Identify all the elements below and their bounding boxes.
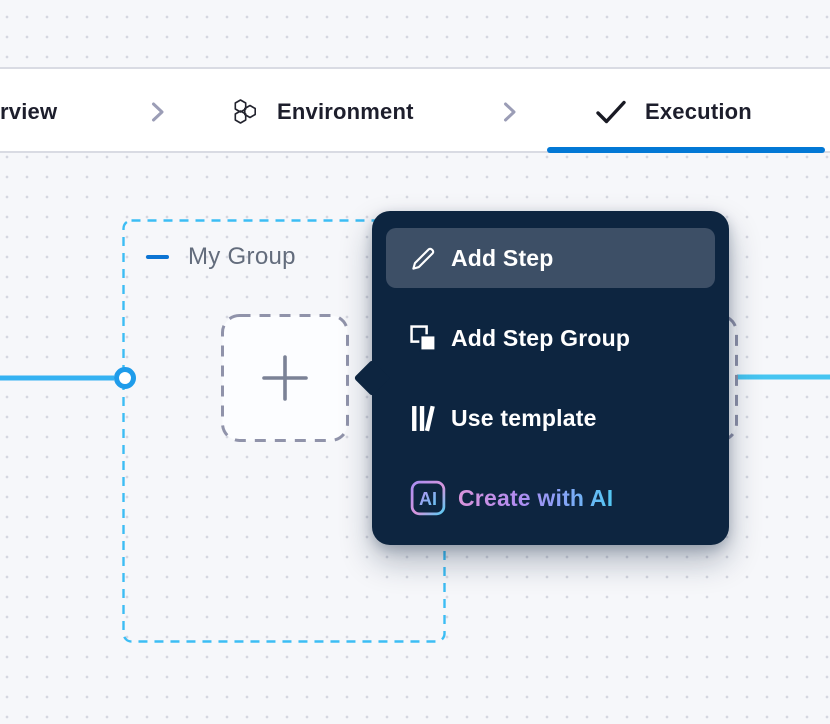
template-library-icon	[410, 405, 437, 432]
plus-icon[interactable]	[262, 355, 308, 401]
menu-item-add-step-label: Add Step	[451, 244, 554, 271]
tab-execution-label: Execution	[645, 99, 752, 124]
tab-overview[interactable]: rview	[0, 90, 57, 134]
step-group-label[interactable]: My Group	[188, 243, 296, 270]
step-group-header: My Group	[146, 243, 296, 271]
menu-item-use-template-label: Use template	[451, 404, 597, 431]
collapse-group-minus-icon[interactable]	[146, 254, 169, 260]
ai-badge-icon: AI	[410, 480, 446, 516]
menu-item-add-step[interactable]: Add Step	[386, 228, 715, 288]
tab-environment-label: Environment	[277, 99, 414, 124]
check-icon	[593, 98, 629, 126]
active-tab-indicator	[547, 147, 825, 153]
pipeline-stage-tabs: rview Environment Execution	[0, 67, 830, 153]
menu-item-add-step-group-label: Add Step Group	[451, 324, 631, 351]
tab-environment[interactable]: Environment	[231, 90, 414, 134]
menu-item-create-with-ai[interactable]: AI Create with AI	[386, 468, 715, 528]
hexagons-icon	[231, 98, 259, 126]
menu-item-use-template[interactable]: Use template	[386, 388, 715, 448]
pencil-icon	[410, 245, 437, 272]
tab-overview-label: rview	[0, 99, 58, 124]
tab-execution[interactable]: Execution	[593, 90, 752, 134]
chevron-right-icon	[152, 102, 164, 122]
chevron-right-icon	[504, 102, 516, 122]
connector-port-circle[interactable]	[114, 367, 136, 389]
menu-item-create-with-ai-label: Create with AI	[458, 484, 614, 511]
menu-item-add-step-group[interactable]: Add Step Group	[386, 308, 715, 368]
step-group-icon	[410, 324, 437, 352]
add-step-context-menu: Add Step Add Step Group Use template	[353, 211, 729, 545]
ai-badge-text: AI	[419, 489, 437, 509]
